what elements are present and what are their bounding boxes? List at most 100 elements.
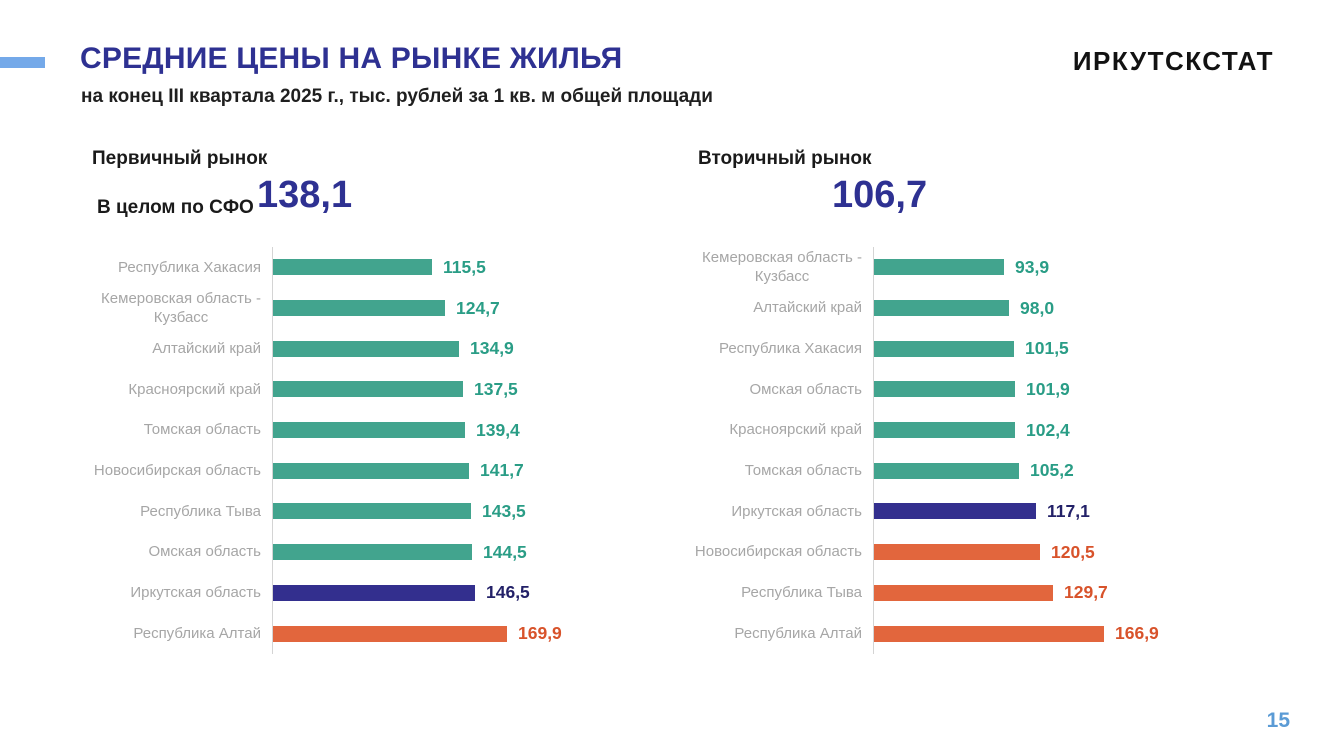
- category-label: Республика Алтай: [133, 624, 261, 642]
- value-label: 102,4: [1026, 419, 1070, 440]
- chart-row: Новосибирская область 120,5: [691, 531, 1251, 573]
- value-label: 139,4: [476, 419, 520, 440]
- bar-area: 139,4: [272, 409, 650, 451]
- page-number: 15: [1266, 709, 1290, 732]
- category-label: Новосибирская область: [694, 543, 862, 561]
- category-label: Республика Тыва: [140, 502, 261, 520]
- bar: [874, 462, 1019, 479]
- chart-row: Республика Хакасия 101,5: [691, 328, 1251, 370]
- bar: [874, 340, 1014, 357]
- bar: [273, 503, 471, 520]
- chart-row: Республика Алтай 169,9: [90, 613, 650, 654]
- chart-row: Томская область 105,2: [691, 450, 1251, 492]
- category-label: Омская область: [148, 543, 261, 561]
- chart-row: Республика Алтай 166,9: [691, 613, 1251, 654]
- category-label: Иркутская область: [130, 584, 261, 602]
- bar-area: 146,5: [272, 572, 650, 614]
- chart-row: Новосибирская область 141,7: [90, 450, 650, 492]
- bar: [273, 544, 472, 561]
- bar-area: 115,5: [272, 247, 650, 288]
- value-label: 129,7: [1064, 582, 1108, 603]
- category-label: Красноярский край: [729, 421, 862, 439]
- chart-row: Республика Тыва 143,5: [90, 491, 650, 532]
- overall-sfo-label: В целом по СФО: [97, 197, 254, 218]
- bar: [273, 340, 459, 357]
- bar: [273, 462, 469, 479]
- value-label: 101,5: [1025, 338, 1069, 359]
- bar-area: 105,2: [873, 450, 1251, 492]
- value-label: 143,5: [482, 500, 526, 521]
- category-label: Алтайский край: [152, 339, 261, 357]
- value-label: 166,9: [1115, 623, 1159, 644]
- bar: [874, 503, 1036, 520]
- bar: [874, 300, 1009, 317]
- page-title: СРЕДНИЕ ЦЕНЫ НА РЫНКЕ ЖИЛЬЯ: [80, 42, 623, 75]
- value-label: 137,5: [474, 378, 518, 399]
- category-label: Республика Тыва: [741, 584, 862, 602]
- category-label: Иркутская область: [731, 502, 862, 520]
- bar-area: 102,4: [873, 409, 1251, 451]
- bar-area: 93,9: [873, 247, 1251, 288]
- value-label: 101,9: [1026, 378, 1070, 399]
- value-label: 169,9: [518, 623, 562, 644]
- bar-area: 134,9: [272, 328, 650, 370]
- bar-area: 137,5: [272, 369, 650, 410]
- category-label: Алтайский край: [753, 299, 862, 317]
- bar: [874, 625, 1104, 642]
- value-label: 141,7: [480, 460, 524, 481]
- bar-area: 120,5: [873, 531, 1251, 573]
- category-label: Томская область: [143, 421, 261, 439]
- value-label: 124,7: [456, 297, 500, 318]
- bar: [273, 259, 432, 276]
- value-label: 146,5: [486, 582, 530, 603]
- bar: [273, 422, 465, 439]
- bar-area: 98,0: [873, 287, 1251, 329]
- secondary-market-chart: Кемеровская область - Кузбасс 93,9 Алтайск…: [691, 247, 1251, 654]
- value-label: 93,9: [1015, 256, 1050, 277]
- bar-area: 117,1: [873, 491, 1251, 532]
- category-label: Республика Алтай: [734, 624, 862, 642]
- category-label: Красноярский край: [128, 380, 261, 398]
- chart-row: Республика Тыва 129,7: [691, 572, 1251, 614]
- bar-area: 101,5: [873, 328, 1251, 370]
- chart-row: Иркутская область 117,1: [691, 491, 1251, 532]
- value-label: 105,2: [1030, 460, 1074, 481]
- chart-row: Алтайский край 98,0: [691, 287, 1251, 329]
- primary-market-chart: Республика Хакасия 115,5 Кемеровская облас…: [90, 247, 650, 654]
- chart-row: Кемеровская область - Кузбасс 93,9: [691, 247, 1251, 288]
- bar: [874, 381, 1015, 398]
- value-label: 134,9: [470, 338, 514, 359]
- secondary-market-title: Вторичный рынок: [698, 148, 872, 169]
- bar: [874, 259, 1004, 276]
- primary-overall-value: 138,1: [257, 174, 353, 216]
- bar-area: 124,7: [272, 287, 650, 329]
- chart-row: Республика Хакасия 115,5: [90, 247, 650, 288]
- bar-area: 101,9: [873, 369, 1251, 410]
- bar-area: 129,7: [873, 572, 1251, 614]
- bar-area: 144,5: [272, 531, 650, 573]
- chart-row: Омская область 101,9: [691, 369, 1251, 410]
- category-label: Кемеровская область - Кузбасс: [101, 289, 261, 327]
- chart-row: Алтайский край 134,9: [90, 328, 650, 370]
- chart-row: Красноярский край 137,5: [90, 369, 650, 410]
- bar: [273, 584, 475, 601]
- bar-area: 141,7: [272, 450, 650, 492]
- bar: [273, 381, 463, 398]
- chart-row: Кемеровская область - Кузбасс 124,7: [90, 287, 650, 329]
- bar: [874, 422, 1015, 439]
- category-label: Новосибирская область: [93, 462, 261, 480]
- category-label: Республика Хакасия: [718, 339, 862, 357]
- chart-row: Красноярский край 102,4: [691, 409, 1251, 451]
- category-label: Кемеровская область - Кузбасс: [702, 248, 862, 286]
- value-label: 144,5: [483, 541, 527, 562]
- accent-bar: [0, 57, 45, 68]
- bar: [273, 300, 445, 317]
- bar: [273, 625, 507, 642]
- bar-area: 169,9: [272, 613, 650, 654]
- primary-market-title: Первичный рынок: [92, 148, 268, 169]
- page-subtitle: на конец III квартала 2025 г., тыс. рубл…: [81, 86, 713, 107]
- chart-row: Иркутская область 146,5: [90, 572, 650, 614]
- value-label: 115,5: [443, 256, 486, 277]
- secondary-overall-value: 106,7: [832, 174, 928, 216]
- category-label: Республика Хакасия: [117, 258, 261, 276]
